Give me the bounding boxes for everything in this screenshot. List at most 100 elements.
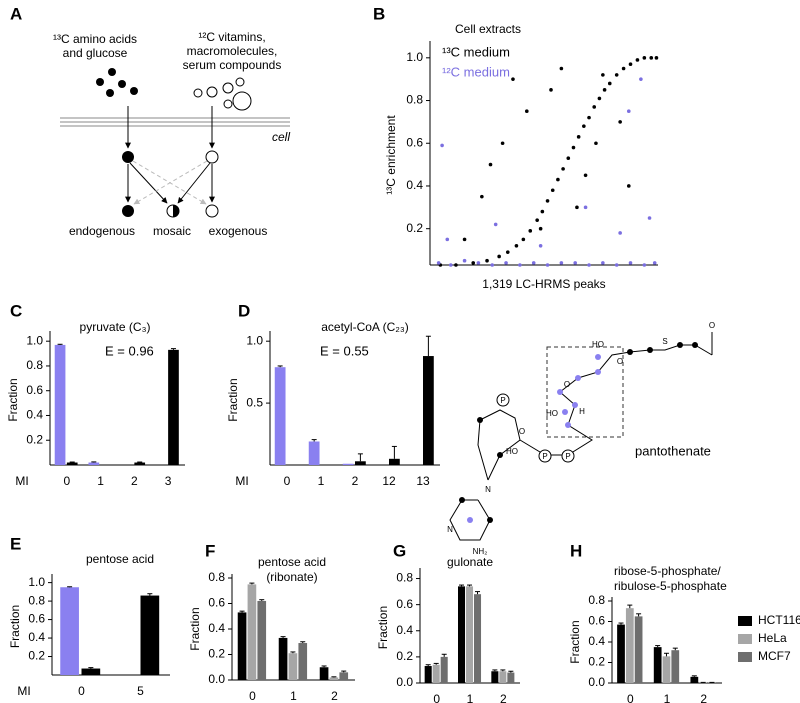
y-tick-label: 0.6 bbox=[396, 597, 413, 611]
panel-letter: G bbox=[393, 541, 406, 560]
atom-label: P bbox=[500, 396, 505, 405]
atom-label: NH₂ bbox=[473, 547, 488, 556]
y-tick-label: 0.5 bbox=[246, 395, 263, 409]
point bbox=[505, 250, 510, 254]
atoms-purple bbox=[467, 354, 601, 523]
y-tick-label: 0.0 bbox=[396, 675, 413, 689]
point bbox=[490, 263, 495, 267]
point bbox=[497, 254, 501, 259]
point bbox=[448, 263, 453, 267]
atoms-black bbox=[459, 342, 698, 523]
y-tick-label: 0.6 bbox=[588, 614, 605, 628]
chart-title: pentose acid bbox=[258, 555, 326, 569]
panel-letter: F bbox=[205, 541, 215, 560]
point bbox=[618, 231, 622, 235]
y-axis-label: Fraction bbox=[376, 606, 390, 649]
legend-swatch bbox=[738, 616, 752, 626]
source-label: macromolecules, bbox=[187, 44, 278, 58]
bar bbox=[424, 666, 432, 683]
node bbox=[122, 205, 134, 217]
y-tick-label: 0.4 bbox=[588, 634, 605, 648]
bar bbox=[355, 461, 366, 465]
bar bbox=[625, 608, 634, 683]
x-tick-label: 2 bbox=[352, 474, 359, 488]
bar bbox=[319, 667, 329, 680]
bar bbox=[257, 600, 267, 680]
legend-label: HCT116 bbox=[758, 613, 800, 627]
point bbox=[538, 243, 543, 248]
x-axis-label: 1,319 LC-HRMS peaks bbox=[482, 277, 605, 291]
point bbox=[549, 88, 553, 92]
point bbox=[521, 237, 526, 242]
atom-label: O bbox=[709, 321, 715, 330]
y-tick-label: 1.0 bbox=[26, 333, 43, 347]
point bbox=[626, 109, 631, 114]
y-axis-label: ¹³C enrichment bbox=[384, 115, 398, 195]
y-axis-label: Fraction bbox=[568, 620, 582, 663]
y-tick-label: 0.2 bbox=[208, 647, 225, 661]
atom-label: P bbox=[542, 452, 547, 461]
point bbox=[511, 77, 515, 81]
y-axis-label: Fraction bbox=[226, 378, 240, 421]
y-tick-label: 0.4 bbox=[406, 178, 423, 192]
x-tick-label: 1 bbox=[318, 474, 325, 488]
point bbox=[575, 205, 579, 210]
bar bbox=[54, 344, 66, 465]
x-tick-label: 1 bbox=[664, 692, 671, 703]
x-tick-label: 2 bbox=[500, 692, 507, 703]
x-tick-label: 2 bbox=[331, 689, 338, 703]
y-tick-label: 0.2 bbox=[26, 432, 43, 446]
bar bbox=[458, 586, 466, 683]
molecule-label: pantothenate bbox=[635, 443, 711, 458]
x-tick-label: 2 bbox=[700, 692, 707, 703]
x-tick-label: 1 bbox=[467, 692, 474, 703]
bar bbox=[499, 671, 507, 683]
point bbox=[525, 109, 529, 114]
point bbox=[500, 141, 505, 146]
source-label: and glucose bbox=[63, 46, 128, 60]
unlabeled-molecules bbox=[193, 77, 252, 111]
chart-title: gulonate bbox=[447, 555, 493, 569]
phosphate bbox=[496, 393, 575, 463]
y-tick-label: 0.8 bbox=[406, 93, 423, 107]
y-tick-label: 0.4 bbox=[396, 623, 413, 637]
atom-label: P bbox=[565, 452, 570, 461]
point bbox=[445, 237, 450, 242]
y-tick-label: 0.2 bbox=[406, 221, 423, 235]
y-tick-label: 0.6 bbox=[406, 135, 423, 149]
atom-labels: P P P HO O HO O H HO O S O NH₂ N N bbox=[447, 321, 715, 556]
point bbox=[594, 141, 598, 146]
x-axis-label: MI bbox=[15, 474, 28, 488]
bar bbox=[278, 637, 288, 680]
bar bbox=[653, 647, 662, 683]
point bbox=[626, 184, 631, 188]
legend-label: HeLa bbox=[758, 631, 787, 645]
point bbox=[556, 177, 560, 182]
panel-letter: C bbox=[10, 301, 22, 320]
bar bbox=[440, 656, 448, 683]
point bbox=[628, 261, 633, 265]
y-tick-label: 0.8 bbox=[588, 593, 605, 607]
y-tick-label: 0.4 bbox=[26, 408, 43, 422]
bar bbox=[66, 462, 78, 465]
y-axis-label: Fraction bbox=[188, 607, 202, 650]
pantothenate-box bbox=[546, 346, 624, 438]
node bbox=[205, 150, 219, 164]
bar bbox=[474, 594, 482, 683]
point bbox=[485, 258, 489, 263]
point bbox=[652, 261, 657, 265]
point bbox=[639, 77, 643, 81]
atom-label: O bbox=[519, 427, 525, 436]
x-tick-label: 5 bbox=[137, 684, 144, 698]
bar bbox=[507, 672, 515, 683]
node bbox=[205, 204, 219, 218]
point bbox=[614, 73, 619, 77]
point bbox=[583, 205, 588, 210]
panel-letter: D bbox=[238, 301, 250, 320]
point bbox=[647, 216, 652, 220]
point bbox=[618, 120, 622, 124]
bar bbox=[298, 643, 308, 680]
chart-title: Cell extracts bbox=[455, 22, 521, 36]
y-tick-label: 0.4 bbox=[208, 621, 225, 635]
point bbox=[576, 135, 581, 139]
